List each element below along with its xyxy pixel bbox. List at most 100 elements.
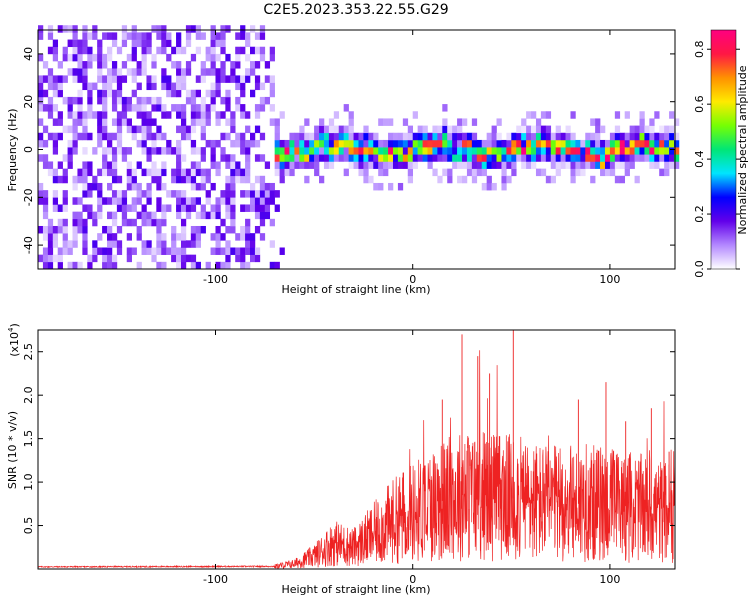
colorbar-tick-label-2: 0.4 [693, 150, 706, 168]
heatmap-cell-495 [166, 139, 172, 148]
heatmap-cell-1282 [585, 161, 591, 169]
heatmap-cell-351 [126, 104, 132, 112]
heatmap-cell-1054 [407, 161, 414, 169]
heatmap-cell-967 [338, 132, 344, 141]
heatmap-cell-504 [171, 247, 177, 255]
heatmap-cell-923 [304, 139, 310, 148]
heatmap-cell-1294 [595, 161, 601, 169]
heatmap-cell-994 [358, 132, 364, 141]
snr-multiplier: (x104) [7, 323, 21, 357]
heatmap-cell-800 [245, 111, 251, 119]
heatmap-cell-859 [264, 190, 271, 198]
heatmap-cell-1252 [555, 125, 561, 134]
heatmap-cell-445 [151, 96, 157, 105]
heatmap-cell-465 [156, 104, 162, 112]
heatmap-cell-508 [171, 190, 177, 198]
snr-y-axis-label: SNR (10 * v/v) [6, 411, 19, 489]
heatmap-cell-377 [136, 211, 142, 220]
heatmap-cell-290 [111, 168, 118, 177]
heatmap-cell-1157 [486, 154, 492, 162]
heatmap-cell-1185 [506, 139, 512, 148]
heatmap-cell-1238 [545, 125, 552, 134]
heatmap-cell-23 [42, 204, 49, 212]
heatmap-cell-58 [52, 197, 59, 205]
heatmap-cell-1222 [535, 139, 542, 148]
colorbar-tick-label-4: 0.8 [693, 40, 706, 58]
heatmap-cell-467 [156, 46, 162, 55]
page-title: C2E5.2023.353.22.55.G29 [263, 2, 448, 18]
heatmap-cell-1225 [535, 118, 542, 126]
heatmap-cell-398 [141, 168, 147, 177]
heatmap-cell-825 [254, 204, 261, 212]
heatmap-cell-206 [92, 247, 98, 255]
heatmap-cell-139 [72, 53, 78, 62]
heatmap-cell-163 [82, 247, 88, 255]
heatmap-cell-410 [141, 46, 147, 55]
heatmap-cell-1288 [590, 161, 596, 169]
heatmap-cell-1295 [595, 154, 601, 162]
heatmap-cell-926 [309, 161, 315, 169]
heatmap-cell-553 [180, 168, 187, 177]
heatmap-cell-1311 [604, 139, 611, 148]
heatmap-cell-184 [82, 39, 88, 48]
heatmap-cell-712 [225, 240, 231, 248]
heatmap-cell-841 [259, 211, 266, 220]
heatmap-cell-1155 [486, 175, 492, 184]
heatmap-cell-1309 [604, 154, 611, 162]
heatmap-cell-1057 [407, 139, 414, 148]
heatmap-cell-1337 [624, 132, 630, 141]
heatmap-cell-10 [38, 96, 44, 105]
heatmap-cell-41 [47, 168, 54, 177]
heatmap-cell-149 [77, 175, 83, 184]
heatmap-cell-1016 [378, 168, 384, 177]
heatmap-cell-773 [240, 168, 246, 177]
heatmap-cell-765 [240, 261, 246, 270]
heatmap-cell-312 [116, 139, 123, 148]
heatmap-cell-327 [121, 190, 128, 198]
heatmap-cell-181 [82, 68, 88, 76]
heatmap-cell-872 [269, 104, 275, 112]
heatmap-cell-1329 [619, 147, 626, 155]
heatmap-cell-1172 [496, 132, 502, 141]
heatmap-cell-1401 [674, 118, 680, 126]
heatmap-cell-1143 [476, 168, 483, 177]
heatmap-cell-362 [131, 168, 137, 177]
heatmap-cell-976 [348, 161, 354, 169]
heatmap-cell-539 [176, 46, 182, 55]
heatmap-cell-87 [57, 61, 63, 69]
heatmap-cell-925 [304, 118, 310, 126]
heatmap-cell-1026 [383, 139, 389, 148]
heatmap-cell-279 [107, 46, 113, 55]
heatmap-cell-1081 [432, 168, 438, 177]
heatmap-cell-1317 [609, 132, 616, 141]
heatmap-cell-1033 [388, 132, 394, 141]
heatmap-cell-492 [166, 204, 172, 212]
heatmap-cell-696 [220, 190, 226, 198]
heatmap-cell-349 [126, 125, 132, 134]
heatmap-cell-556 [180, 125, 187, 134]
heatmap-cell-843 [259, 197, 266, 205]
heatmap-cell-819 [250, 46, 256, 55]
heatmap-cell-535 [176, 82, 182, 91]
heatmap-cell-1400 [674, 132, 680, 141]
heatmap-cell-544 [180, 247, 187, 255]
heatmap-cell-627 [200, 132, 206, 141]
heatmap-cell-615 [195, 75, 201, 83]
heatmap-cell-596 [190, 104, 197, 112]
heatmap-cell-293 [111, 147, 118, 155]
heatmap-cell-616 [195, 46, 201, 55]
heatmap-cell-240 [102, 254, 108, 263]
heatmap-cell-631 [200, 104, 206, 112]
heatmap-cell-221 [97, 204, 103, 212]
heatmap-cell-1231 [540, 125, 547, 134]
heatmap-cell-1256 [560, 139, 566, 148]
heatmap-cell-324 [121, 211, 128, 220]
heatmap-cell-581 [190, 254, 197, 263]
heatmap-cell-460 [156, 175, 162, 184]
heatmap-cell-17 [42, 261, 49, 270]
heatmap-cell-486 [161, 68, 167, 76]
heatmap-cell-654 [210, 204, 216, 212]
heatmap-cell-1135 [471, 175, 478, 184]
heatmap-cell-1396 [674, 161, 680, 169]
heatmap-cell-592 [190, 139, 197, 148]
